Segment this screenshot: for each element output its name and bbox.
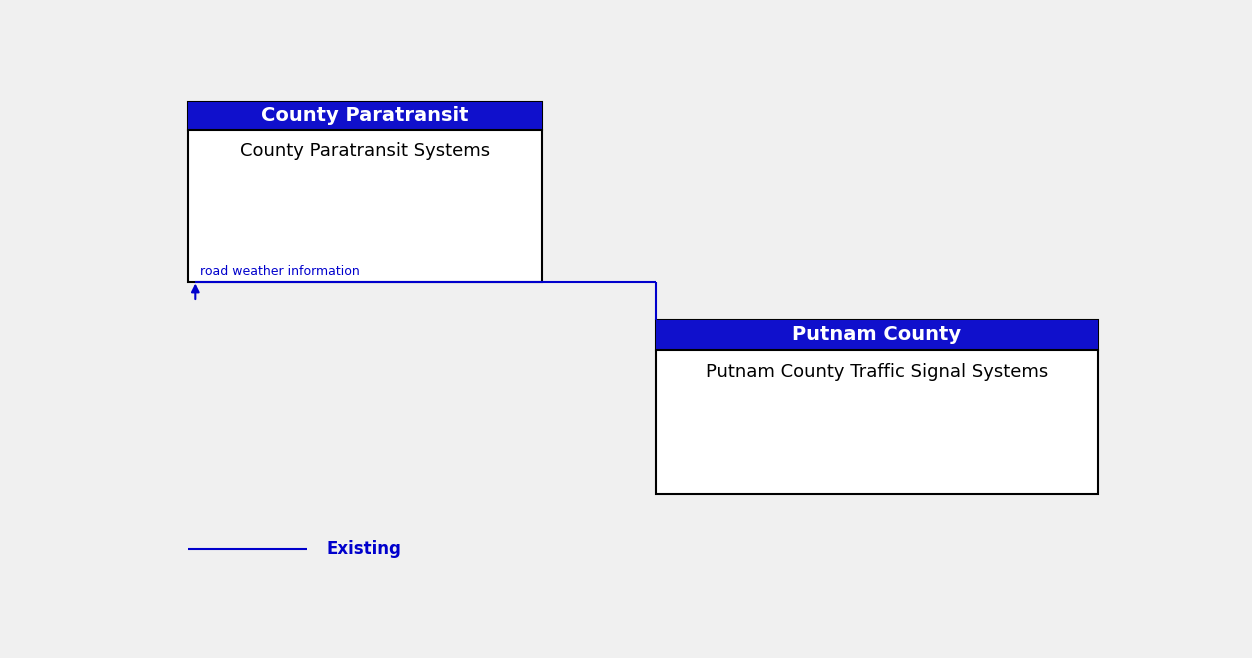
Text: Putnam County Traffic Signal Systems: Putnam County Traffic Signal Systems bbox=[706, 363, 1048, 381]
Text: Putnam County: Putnam County bbox=[793, 326, 962, 344]
Text: road weather information: road weather information bbox=[200, 265, 359, 278]
Bar bbox=[656, 320, 1098, 494]
Text: County Paratransit: County Paratransit bbox=[260, 106, 468, 125]
Bar bbox=[656, 320, 1098, 350]
Text: Existing: Existing bbox=[327, 540, 401, 558]
Text: County Paratransit Systems: County Paratransit Systems bbox=[239, 142, 490, 161]
Bar bbox=[188, 102, 542, 130]
Bar bbox=[188, 102, 542, 282]
